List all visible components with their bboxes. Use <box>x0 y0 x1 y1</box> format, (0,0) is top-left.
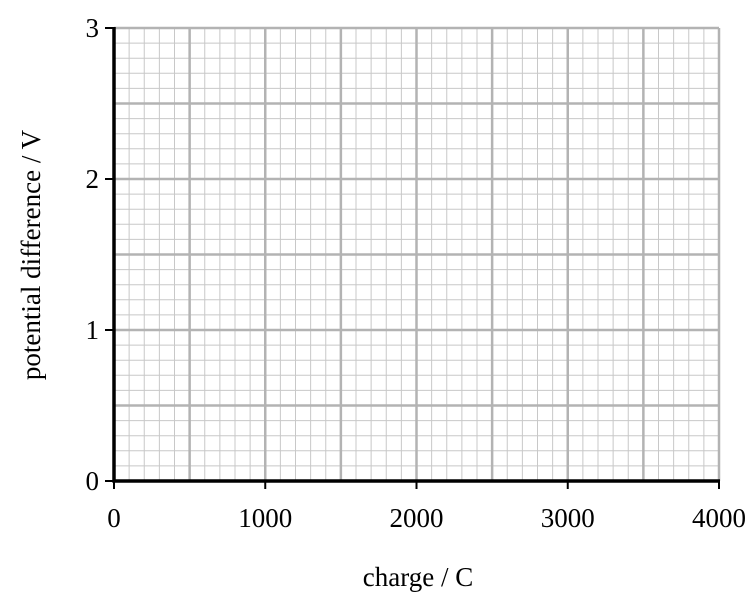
ticks: 0 1000 2000 3000 4000 0 1 2 3 <box>86 13 747 533</box>
x-tick-label: 1000 <box>238 503 292 533</box>
x-tick-label: 3000 <box>541 503 595 533</box>
x-tick-label: 0 <box>107 503 121 533</box>
x-axis-title: charge / C <box>363 562 473 592</box>
x-tick-label: 4000 <box>692 503 746 533</box>
y-tick-label: 1 <box>86 315 100 345</box>
y-axis-title: potential difference / V <box>16 129 46 380</box>
x-tick-label: 2000 <box>390 503 444 533</box>
y-tick-label: 0 <box>86 466 100 496</box>
y-tick-label: 2 <box>86 164 100 194</box>
major-grid <box>114 26 721 481</box>
y-tick-label: 3 <box>86 13 100 43</box>
